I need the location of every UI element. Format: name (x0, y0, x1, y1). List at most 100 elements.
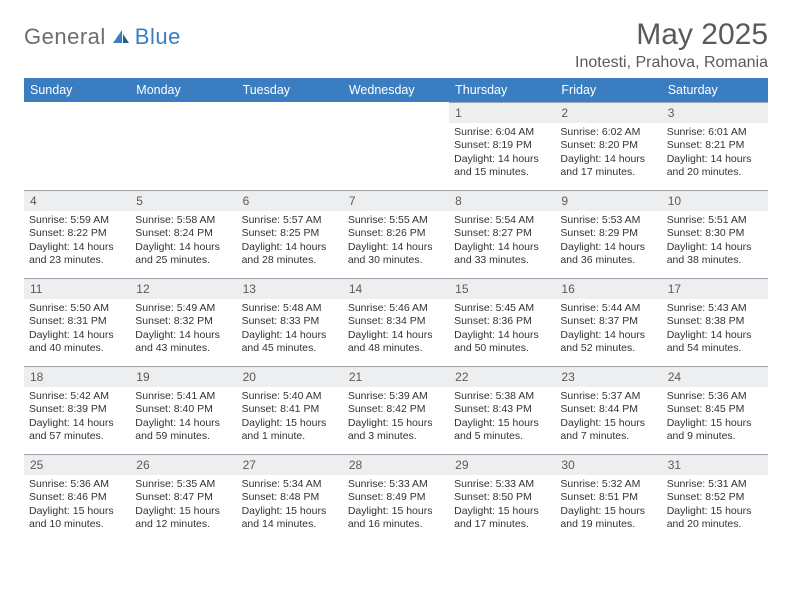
sunrise-text: Sunrise: 5:54 AM (454, 214, 550, 227)
day-number: 5 (130, 190, 236, 211)
day-number (130, 102, 236, 123)
day-cell: 25Sunrise: 5:36 AMSunset: 8:46 PMDayligh… (24, 454, 130, 542)
daylight-text: Daylight: 15 hours and 19 minutes. (560, 505, 656, 532)
day-number: 26 (130, 454, 236, 475)
weekday-header: Friday (555, 78, 661, 102)
day-number: 25 (24, 454, 130, 475)
sunrise-text: Sunrise: 5:32 AM (560, 478, 656, 491)
day-details: Sunrise: 5:55 AMSunset: 8:26 PMDaylight:… (343, 211, 449, 274)
empty-cell (130, 102, 236, 190)
sunset-text: Sunset: 8:47 PM (135, 491, 231, 504)
sunset-text: Sunset: 8:48 PM (242, 491, 338, 504)
day-cell: 8 Sunrise: 5:54 AMSunset: 8:27 PMDaylight… (449, 190, 555, 278)
daylight-text: Daylight: 14 hours and 25 minutes. (135, 241, 231, 268)
sunset-text: Sunset: 8:38 PM (667, 315, 763, 328)
daylight-text: Daylight: 14 hours and 50 minutes. (454, 329, 550, 356)
day-number: 31 (662, 454, 768, 475)
sunset-text: Sunset: 8:27 PM (454, 227, 550, 240)
day-number: 7 (343, 190, 449, 211)
day-cell: 27Sunrise: 5:34 AMSunset: 8:48 PMDayligh… (237, 454, 343, 542)
day-cell: 29Sunrise: 5:33 AMSunset: 8:50 PMDayligh… (449, 454, 555, 542)
sunset-text: Sunset: 8:25 PM (242, 227, 338, 240)
day-details: Sunrise: 5:34 AMSunset: 8:48 PMDaylight:… (237, 475, 343, 538)
sunrise-text: Sunrise: 5:57 AM (242, 214, 338, 227)
day-details: Sunrise: 5:57 AMSunset: 8:25 PMDaylight:… (237, 211, 343, 274)
day-number (343, 102, 449, 123)
sunset-text: Sunset: 8:21 PM (667, 139, 763, 152)
day-cell: 7Sunrise: 5:55 AMSunset: 8:26 PMDaylight… (343, 190, 449, 278)
day-number: 8 (449, 190, 555, 211)
sunset-text: Sunset: 8:19 PM (454, 139, 550, 152)
daylight-text: Daylight: 14 hours and 28 minutes. (242, 241, 338, 268)
day-number: 3 (662, 102, 768, 123)
logo: General Blue (24, 18, 181, 50)
logo-text-general: General (24, 24, 106, 50)
daylight-text: Daylight: 14 hours and 57 minutes. (29, 417, 125, 444)
weekday-header: Sunday (24, 78, 130, 102)
day-number: 17 (662, 278, 768, 299)
weekday-header: Monday (130, 78, 236, 102)
day-number: 29 (449, 454, 555, 475)
sunrise-text: Sunrise: 5:31 AM (667, 478, 763, 491)
day-cell: 26Sunrise: 5:35 AMSunset: 8:47 PMDayligh… (130, 454, 236, 542)
daylight-text: Daylight: 14 hours and 17 minutes. (560, 153, 656, 180)
day-cell: 22Sunrise: 5:38 AMSunset: 8:43 PMDayligh… (449, 366, 555, 454)
daylight-text: Daylight: 15 hours and 14 minutes. (242, 505, 338, 532)
sunset-text: Sunset: 8:39 PM (29, 403, 125, 416)
sunrise-text: Sunrise: 5:39 AM (348, 390, 444, 403)
sunset-text: Sunset: 8:43 PM (454, 403, 550, 416)
sunset-text: Sunset: 8:51 PM (560, 491, 656, 504)
sunset-text: Sunset: 8:31 PM (29, 315, 125, 328)
weekday-header-row: SundayMondayTuesdayWednesdayThursdayFrid… (24, 78, 768, 102)
daylight-text: Daylight: 14 hours and 38 minutes. (667, 241, 763, 268)
sunrise-text: Sunrise: 5:34 AM (242, 478, 338, 491)
day-cell: 18Sunrise: 5:42 AMSunset: 8:39 PMDayligh… (24, 366, 130, 454)
day-number: 10 (662, 190, 768, 211)
sunrise-text: Sunrise: 5:38 AM (454, 390, 550, 403)
logo-sail-icon (111, 28, 131, 46)
sunrise-text: Sunrise: 5:36 AM (29, 478, 125, 491)
sunrise-text: Sunrise: 5:45 AM (454, 302, 550, 315)
day-details (237, 123, 343, 133)
day-details: Sunrise: 5:39 AMSunset: 8:42 PMDaylight:… (343, 387, 449, 450)
sunrise-text: Sunrise: 5:46 AM (348, 302, 444, 315)
sunrise-text: Sunrise: 5:59 AM (29, 214, 125, 227)
day-cell: 31Sunrise: 5:31 AMSunset: 8:52 PMDayligh… (662, 454, 768, 542)
day-details (343, 123, 449, 133)
sunset-text: Sunset: 8:32 PM (135, 315, 231, 328)
day-cell: 21Sunrise: 5:39 AMSunset: 8:42 PMDayligh… (343, 366, 449, 454)
day-cell: 9Sunrise: 5:53 AMSunset: 8:29 PMDaylight… (555, 190, 661, 278)
day-number: 2 (555, 102, 661, 123)
sunrise-text: Sunrise: 5:36 AM (667, 390, 763, 403)
week-row: 1Sunrise: 6:04 AMSunset: 8:19 PMDaylight… (24, 102, 768, 190)
empty-cell (343, 102, 449, 190)
sunrise-text: Sunrise: 5:50 AM (29, 302, 125, 315)
daylight-text: Daylight: 14 hours and 15 minutes. (454, 153, 550, 180)
sunrise-text: Sunrise: 5:33 AM (348, 478, 444, 491)
day-details: Sunrise: 5:35 AMSunset: 8:47 PMDaylight:… (130, 475, 236, 538)
day-number: 22 (449, 366, 555, 387)
day-details: Sunrise: 6:04 AMSunset: 8:19 PMDaylight:… (449, 123, 555, 186)
day-details: Sunrise: 5:48 AMSunset: 8:33 PMDaylight:… (237, 299, 343, 362)
sunrise-text: Sunrise: 5:42 AM (29, 390, 125, 403)
daylight-text: Daylight: 14 hours and 33 minutes. (454, 241, 550, 268)
sunset-text: Sunset: 8:24 PM (135, 227, 231, 240)
sunset-text: Sunset: 8:34 PM (348, 315, 444, 328)
sunset-text: Sunset: 8:37 PM (560, 315, 656, 328)
day-number: 23 (555, 366, 661, 387)
day-number: 19 (130, 366, 236, 387)
location: Inotesti, Prahova, Romania (575, 54, 768, 72)
sunset-text: Sunset: 8:40 PM (135, 403, 231, 416)
daylight-text: Daylight: 14 hours and 20 minutes. (667, 153, 763, 180)
sunset-text: Sunset: 8:46 PM (29, 491, 125, 504)
day-details: Sunrise: 5:50 AMSunset: 8:31 PMDaylight:… (24, 299, 130, 362)
day-details: Sunrise: 5:37 AMSunset: 8:44 PMDaylight:… (555, 387, 661, 450)
daylight-text: Daylight: 15 hours and 1 minute. (242, 417, 338, 444)
day-cell: 2Sunrise: 6:02 AMSunset: 8:20 PMDaylight… (555, 102, 661, 190)
daylight-text: Daylight: 15 hours and 9 minutes. (667, 417, 763, 444)
day-details: Sunrise: 5:45 AMSunset: 8:36 PMDaylight:… (449, 299, 555, 362)
day-details: Sunrise: 5:36 AMSunset: 8:46 PMDaylight:… (24, 475, 130, 538)
week-row: 18Sunrise: 5:42 AMSunset: 8:39 PMDayligh… (24, 366, 768, 454)
day-number: 6 (237, 190, 343, 211)
day-number: 11 (24, 278, 130, 299)
